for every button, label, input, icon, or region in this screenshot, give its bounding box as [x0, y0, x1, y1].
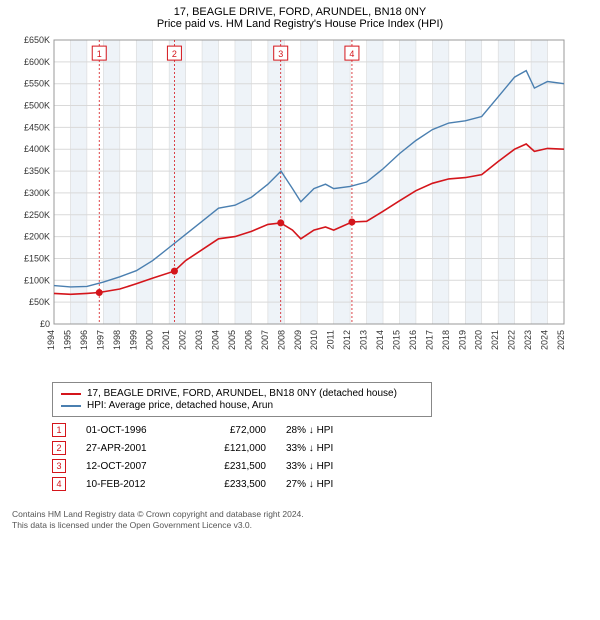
legend-item: 17, BEAGLE DRIVE, FORD, ARUNDEL, BN18 0N…: [61, 388, 423, 399]
svg-text:£300K: £300K: [24, 188, 50, 198]
svg-text:2018: 2018: [441, 330, 451, 350]
sale-date: 10-FEB-2012: [86, 479, 176, 490]
svg-text:1994: 1994: [46, 330, 56, 350]
footer: Contains HM Land Registry data © Crown c…: [12, 509, 588, 531]
svg-text:2015: 2015: [391, 330, 401, 350]
svg-text:1: 1: [97, 49, 102, 59]
svg-text:2008: 2008: [276, 330, 286, 350]
svg-text:£100K: £100K: [24, 275, 50, 285]
sale-date: 12-OCT-2007: [86, 461, 176, 472]
table-row: 2 27-APR-2001 £121,000 33% ↓ HPI: [52, 441, 588, 455]
sale-price: £72,000: [196, 425, 266, 436]
svg-text:£250K: £250K: [24, 210, 50, 220]
svg-text:2020: 2020: [474, 330, 484, 350]
svg-text:£350K: £350K: [24, 166, 50, 176]
sale-price: £121,000: [196, 443, 266, 454]
sale-date: 27-APR-2001: [86, 443, 176, 454]
legend-item: HPI: Average price, detached house, Arun: [61, 400, 423, 411]
svg-text:£0: £0: [40, 319, 50, 329]
sale-price: £231,500: [196, 461, 266, 472]
sale-diff: 27% ↓ HPI: [286, 479, 366, 490]
svg-text:1998: 1998: [112, 330, 122, 350]
svg-text:1995: 1995: [62, 330, 72, 350]
legend-swatch: [61, 405, 81, 407]
sale-badge: 4: [52, 477, 66, 491]
table-row: 4 10-FEB-2012 £233,500 27% ↓ HPI: [52, 477, 588, 491]
svg-text:1996: 1996: [79, 330, 89, 350]
svg-text:2: 2: [172, 49, 177, 59]
sale-badge: 1: [52, 423, 66, 437]
sale-badge: 2: [52, 441, 66, 455]
sale-diff: 33% ↓ HPI: [286, 443, 366, 454]
svg-text:2007: 2007: [260, 330, 270, 350]
svg-text:£200K: £200K: [24, 232, 50, 242]
legend-label: HPI: Average price, detached house, Arun: [87, 400, 273, 411]
svg-text:£400K: £400K: [24, 144, 50, 154]
svg-text:2023: 2023: [523, 330, 533, 350]
svg-text:2010: 2010: [309, 330, 319, 350]
svg-text:2013: 2013: [359, 330, 369, 350]
svg-text:1997: 1997: [95, 330, 105, 350]
sale-price: £233,500: [196, 479, 266, 490]
svg-text:2017: 2017: [424, 330, 434, 350]
svg-text:£150K: £150K: [24, 253, 50, 263]
sale-diff: 28% ↓ HPI: [286, 425, 366, 436]
svg-text:£650K: £650K: [24, 35, 50, 45]
legend-label: 17, BEAGLE DRIVE, FORD, ARUNDEL, BN18 0N…: [87, 388, 397, 399]
svg-text:2005: 2005: [227, 330, 237, 350]
page-subtitle: Price paid vs. HM Land Registry's House …: [12, 18, 588, 30]
table-row: 1 01-OCT-1996 £72,000 28% ↓ HPI: [52, 423, 588, 437]
svg-text:2016: 2016: [408, 330, 418, 350]
svg-text:2021: 2021: [490, 330, 500, 350]
svg-text:£500K: £500K: [24, 101, 50, 111]
price-chart: £0 £50K £100K £150K £200K £250K £300K £350K £400…: [12, 34, 588, 374]
svg-text:2003: 2003: [194, 330, 204, 350]
sales-table: 1 01-OCT-1996 £72,000 28% ↓ HPI 2 27-APR…: [52, 423, 588, 491]
svg-text:2009: 2009: [293, 330, 303, 350]
svg-text:2006: 2006: [243, 330, 253, 350]
svg-text:£600K: £600K: [24, 57, 50, 67]
svg-text:2001: 2001: [161, 330, 171, 350]
legend: 17, BEAGLE DRIVE, FORD, ARUNDEL, BN18 0N…: [52, 382, 432, 417]
svg-text:4: 4: [349, 49, 354, 59]
svg-text:2019: 2019: [457, 330, 467, 350]
svg-text:£550K: £550K: [24, 79, 50, 89]
svg-text:1999: 1999: [128, 330, 138, 350]
svg-text:2012: 2012: [342, 330, 352, 350]
legend-swatch: [61, 393, 81, 395]
sale-date: 01-OCT-1996: [86, 425, 176, 436]
svg-text:2014: 2014: [375, 330, 385, 350]
footer-line: Contains HM Land Registry data © Crown c…: [12, 509, 588, 520]
svg-text:2004: 2004: [211, 330, 221, 350]
sale-badge: 3: [52, 459, 66, 473]
table-row: 3 12-OCT-2007 £231,500 33% ↓ HPI: [52, 459, 588, 473]
svg-text:3: 3: [278, 49, 283, 59]
sale-diff: 33% ↓ HPI: [286, 461, 366, 472]
svg-text:£450K: £450K: [24, 122, 50, 132]
page-title: 17, BEAGLE DRIVE, FORD, ARUNDEL, BN18 0N…: [12, 6, 588, 18]
svg-text:2024: 2024: [540, 330, 550, 350]
svg-text:2011: 2011: [326, 330, 336, 349]
svg-text:2002: 2002: [178, 330, 188, 350]
svg-text:2025: 2025: [556, 330, 566, 350]
svg-text:2000: 2000: [145, 330, 155, 350]
svg-text:£50K: £50K: [29, 297, 50, 307]
footer-line: This data is licensed under the Open Gov…: [12, 520, 588, 531]
svg-text:2022: 2022: [507, 330, 517, 350]
